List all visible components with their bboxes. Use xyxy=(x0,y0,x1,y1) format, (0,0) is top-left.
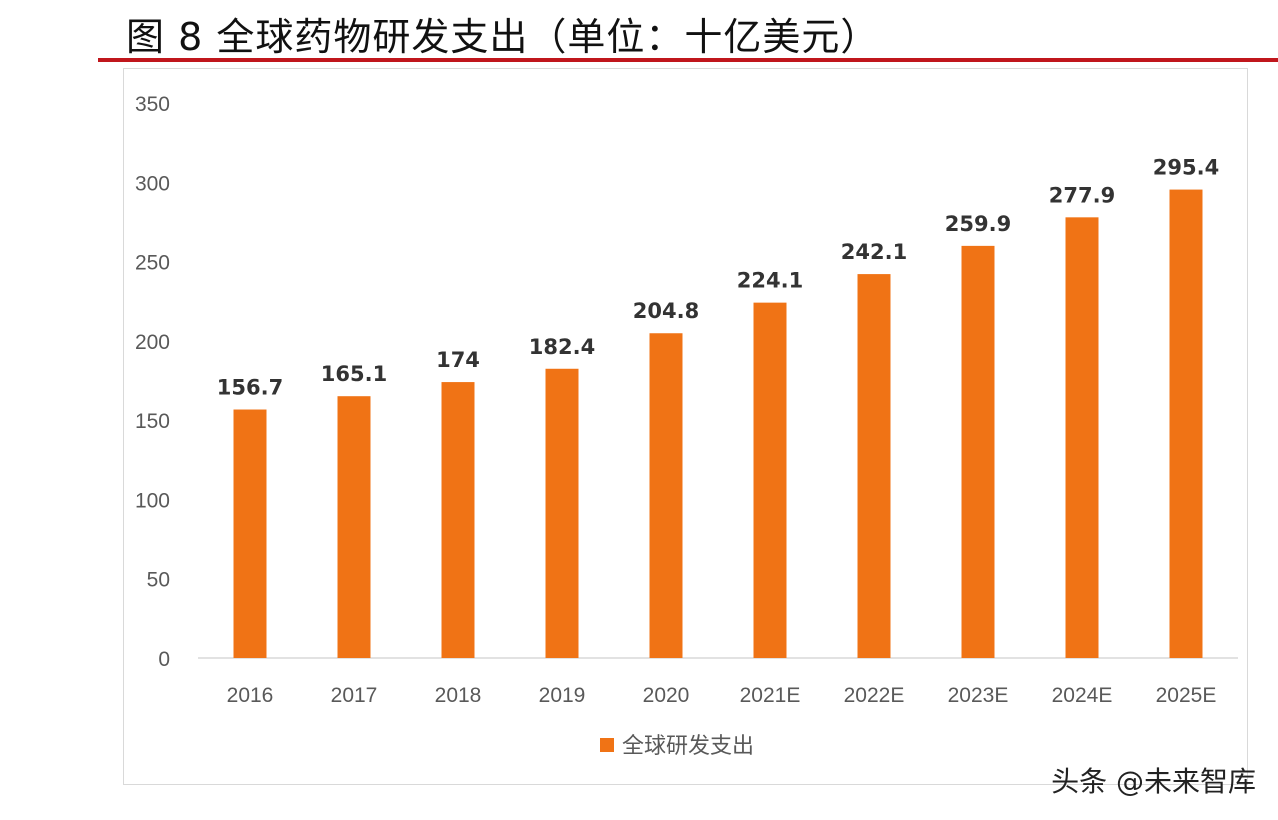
bar xyxy=(441,382,475,658)
bar xyxy=(649,333,683,658)
bar xyxy=(857,274,891,658)
figure-title: 图 8 全球药物研发支出（单位：十亿美元） xyxy=(126,15,880,59)
legend-label: 全球研发支出 xyxy=(622,734,754,759)
y-tick-label: 50 xyxy=(147,569,170,592)
y-tick-label: 100 xyxy=(135,489,170,512)
x-tick-label: 2020 xyxy=(643,684,690,707)
x-tick-label: 2023E xyxy=(948,684,1009,707)
x-tick-label: 2022E xyxy=(844,684,905,707)
bar xyxy=(1169,189,1203,658)
data-label: 165.1 xyxy=(321,362,387,386)
legend-swatch xyxy=(600,738,614,752)
bar xyxy=(753,302,787,658)
x-tick-label: 2025E xyxy=(1156,684,1217,707)
bar xyxy=(233,409,267,658)
title-underline xyxy=(98,58,1278,62)
data-label: 259.9 xyxy=(945,212,1011,236)
data-label: 182.4 xyxy=(529,335,595,359)
y-tick-label: 350 xyxy=(135,93,170,116)
data-label: 242.1 xyxy=(841,240,907,264)
y-tick-label: 250 xyxy=(135,252,170,275)
data-label: 204.8 xyxy=(633,299,699,323)
x-tick-label: 2016 xyxy=(227,684,274,707)
x-tick-label: 2019 xyxy=(539,684,586,707)
y-tick-label: 200 xyxy=(135,331,170,354)
bar xyxy=(1065,217,1099,658)
watermark: 头条 @未来智库 xyxy=(1051,765,1256,798)
bar xyxy=(337,396,371,658)
bar xyxy=(961,245,995,658)
data-label: 277.9 xyxy=(1049,183,1115,207)
x-tick-label: 2021E xyxy=(740,684,801,707)
y-tick-label: 300 xyxy=(135,172,170,195)
bar xyxy=(545,368,579,658)
y-tick-label: 150 xyxy=(135,410,170,433)
chart-frame xyxy=(123,68,1248,785)
data-label: 224.1 xyxy=(737,269,803,293)
x-tick-label: 2017 xyxy=(331,684,378,707)
data-label: 295.4 xyxy=(1153,156,1219,180)
x-tick-label: 2024E xyxy=(1052,684,1113,707)
data-label: 174 xyxy=(436,348,480,372)
data-label: 156.7 xyxy=(217,376,283,400)
x-tick-label: 2018 xyxy=(435,684,482,707)
y-tick-label: 0 xyxy=(158,648,170,671)
